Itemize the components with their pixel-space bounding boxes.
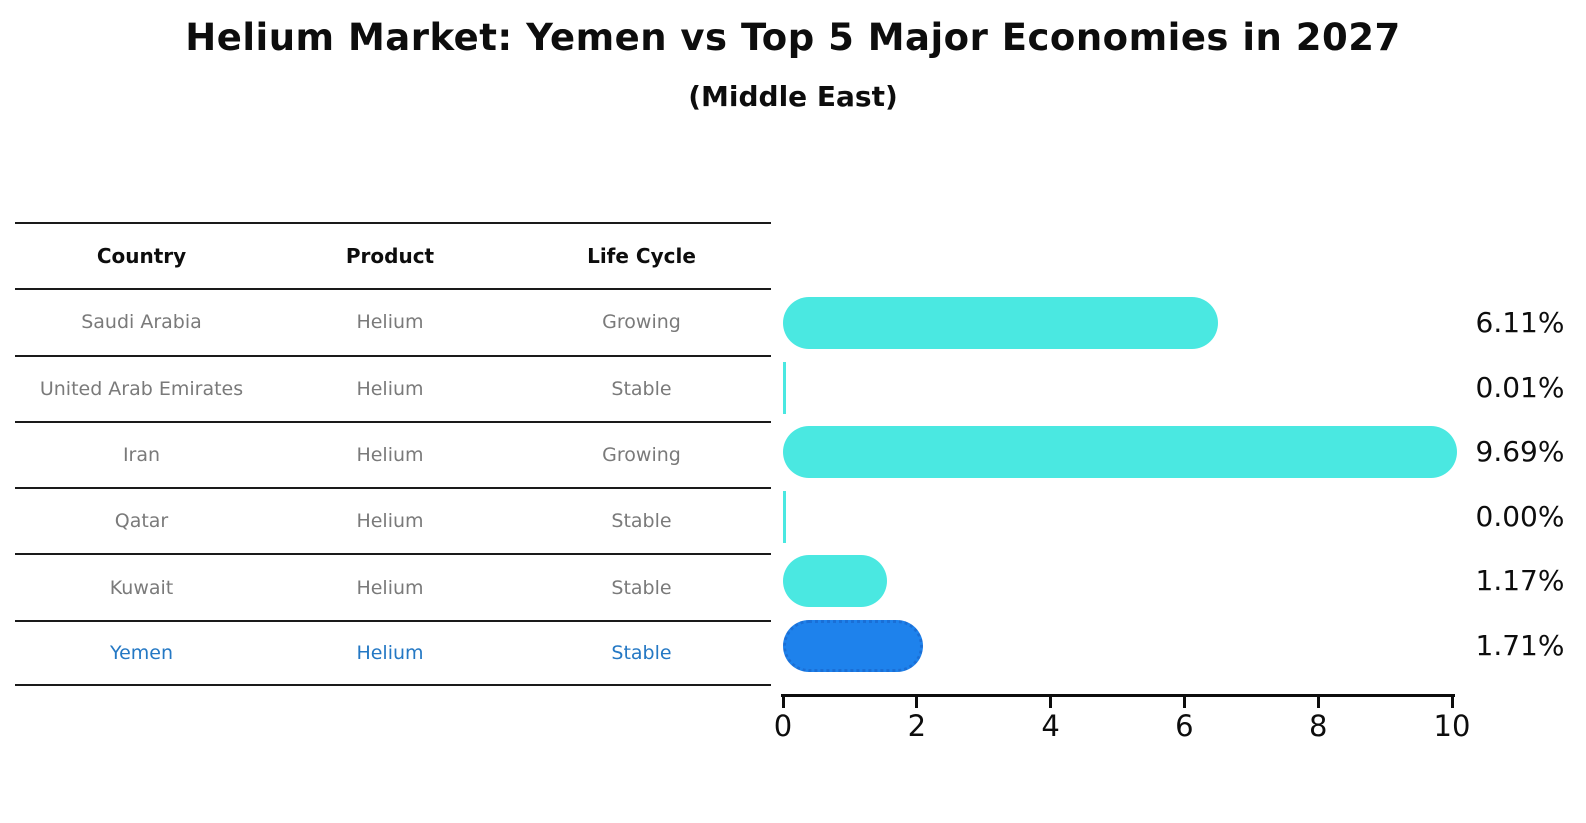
life-cycle-cell: Growing (602, 444, 681, 467)
life-cycle-cell: Stable (611, 510, 672, 533)
x-axis-tick (1316, 697, 1320, 708)
product-cell: Helium (356, 576, 424, 599)
x-axis-tick-label: 6 (1175, 709, 1194, 743)
x-axis-tick-label: 0 (773, 709, 793, 743)
x-axis-tick-label: 10 (1433, 709, 1471, 743)
life-cycle-cell: Stable (611, 576, 672, 599)
value-label-yemen: 1.71% (1475, 629, 1565, 662)
bar-united-arab-emirates (783, 361, 786, 414)
table-row-saudi-arabia: Saudi Arabia Helium Growing (15, 288, 771, 354)
x-axis-tick (781, 697, 785, 708)
country-cell: Yemen (109, 641, 173, 664)
chart-subtitle: (Middle East) (688, 80, 898, 113)
value-label-saudi-arabia: 6.11% (1475, 306, 1565, 339)
bar-saudi-arabia (783, 297, 1218, 349)
table-row-yemen: Yemen Helium Stable (15, 619, 771, 687)
x-axis-tick (1049, 697, 1053, 708)
x-axis-tick-label: 2 (907, 709, 927, 743)
col-header-life-cycle: Life Cycle (587, 244, 696, 269)
col-header-product: Product (345, 244, 435, 269)
col-header-country: Country (96, 244, 187, 269)
x-axis-tick (915, 697, 919, 708)
value-label-kuwait: 1.17% (1475, 564, 1565, 598)
x-axis-line (781, 694, 1455, 697)
life-cycle-cell: Stable (611, 377, 672, 400)
product-cell: Helium (356, 510, 424, 533)
chart-title: Helium Market: Yemen vs Top 5 Major Econ… (185, 16, 1401, 59)
country-cell: Kuwait (109, 576, 174, 599)
value-label-qatar: 0.00% (1475, 499, 1565, 533)
table-row-united-arab-emirates: United Arab Emirates Helium Stable (15, 354, 771, 421)
value-label-united-arab-emirates: 0.01% (1475, 370, 1565, 404)
value-label-iran: 9.69% (1475, 435, 1565, 469)
x-axis-tick (1450, 697, 1454, 708)
life-cycle-cell: Growing (602, 311, 681, 334)
country-cell: United Arab Emirates (39, 377, 244, 400)
x-axis-tick-label: 4 (1041, 709, 1060, 743)
table-header-row: Country Product Life Cycle (15, 222, 771, 288)
country-cell: Iran (122, 444, 161, 467)
product-cell: Helium (356, 311, 424, 334)
x-axis-tick-label: 8 (1308, 709, 1328, 743)
bar-qatar (783, 490, 786, 543)
table-row-iran: Iran Helium Growing (15, 420, 771, 487)
table-row-kuwait: Kuwait Helium Stable (15, 553, 771, 619)
table-row-qatar: Qatar Helium Stable (15, 487, 771, 553)
x-axis-tick (1182, 697, 1186, 708)
product-cell: Helium (356, 641, 424, 664)
product-cell: Helium (356, 377, 424, 400)
bar-iran (783, 426, 1458, 479)
product-cell: Helium (356, 444, 424, 467)
bar-kuwait (783, 555, 888, 608)
bar-yemen-highlighted (783, 620, 924, 672)
life-cycle-cell: Stable (611, 641, 672, 664)
country-cell: Saudi Arabia (81, 311, 202, 334)
country-cell: Qatar (114, 510, 169, 533)
country-table: Country Product Life Cycle Saudi Arabia … (15, 222, 771, 687)
